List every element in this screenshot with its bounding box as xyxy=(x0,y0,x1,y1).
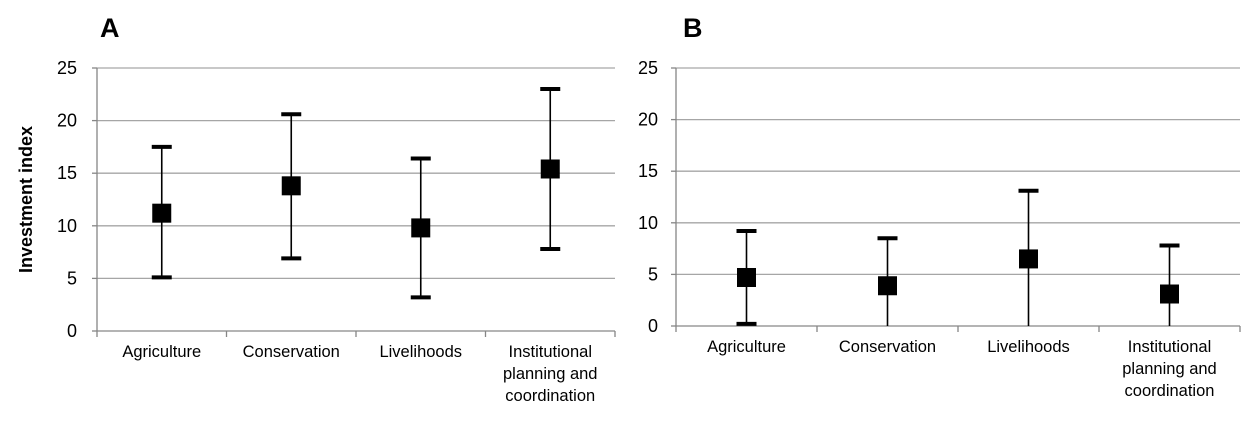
x-category-label: planning and xyxy=(1122,360,1217,378)
y-tick-label: 25 xyxy=(638,58,658,78)
y-tick-label: 15 xyxy=(638,161,658,181)
panel-label: A xyxy=(100,13,120,43)
data-point xyxy=(1160,284,1179,304)
x-category-label: coordination xyxy=(505,387,595,405)
chart-panel-a: A Investment index 0 5 10 15 20 25 Agriculture Co… xyxy=(16,13,616,405)
data-point xyxy=(281,176,301,196)
y-tick-label: 20 xyxy=(638,110,658,130)
data-point xyxy=(540,159,560,179)
x-category-label: coordination xyxy=(1125,382,1215,400)
x-category-label: Livelihoods xyxy=(987,338,1070,356)
y-tick-label: 20 xyxy=(57,111,77,131)
data-point xyxy=(1019,249,1038,269)
chart-panel-b: B 0 5 10 15 20 25 Agriculture Conservation Liveli… xyxy=(638,13,1241,400)
y-tick-label: 5 xyxy=(67,268,77,288)
x-category-label: Conservation xyxy=(839,338,936,356)
x-category-label: Conservation xyxy=(243,343,340,361)
data-point xyxy=(152,203,172,223)
y-tick-label: 0 xyxy=(67,321,77,341)
x-category-label: Agriculture xyxy=(122,343,201,361)
x-category-label: Institutional xyxy=(509,343,592,361)
y-tick-label: 10 xyxy=(638,213,658,233)
data-point xyxy=(411,218,431,238)
x-category-label: Livelihoods xyxy=(379,343,462,361)
y-axis-title: Investment index xyxy=(16,126,36,273)
x-category-label: planning and xyxy=(503,365,598,383)
y-tick-label: 10 xyxy=(57,216,77,236)
data-point xyxy=(737,267,756,287)
x-category-label: Agriculture xyxy=(707,338,786,356)
data-point xyxy=(878,276,897,296)
y-tick-label: 15 xyxy=(57,163,77,183)
x-category-label: Institutional xyxy=(1128,338,1211,356)
y-tick-label: 25 xyxy=(57,58,77,78)
y-tick-label: 0 xyxy=(648,316,658,336)
panel-label: B xyxy=(683,13,703,43)
y-tick-label: 5 xyxy=(648,264,658,284)
